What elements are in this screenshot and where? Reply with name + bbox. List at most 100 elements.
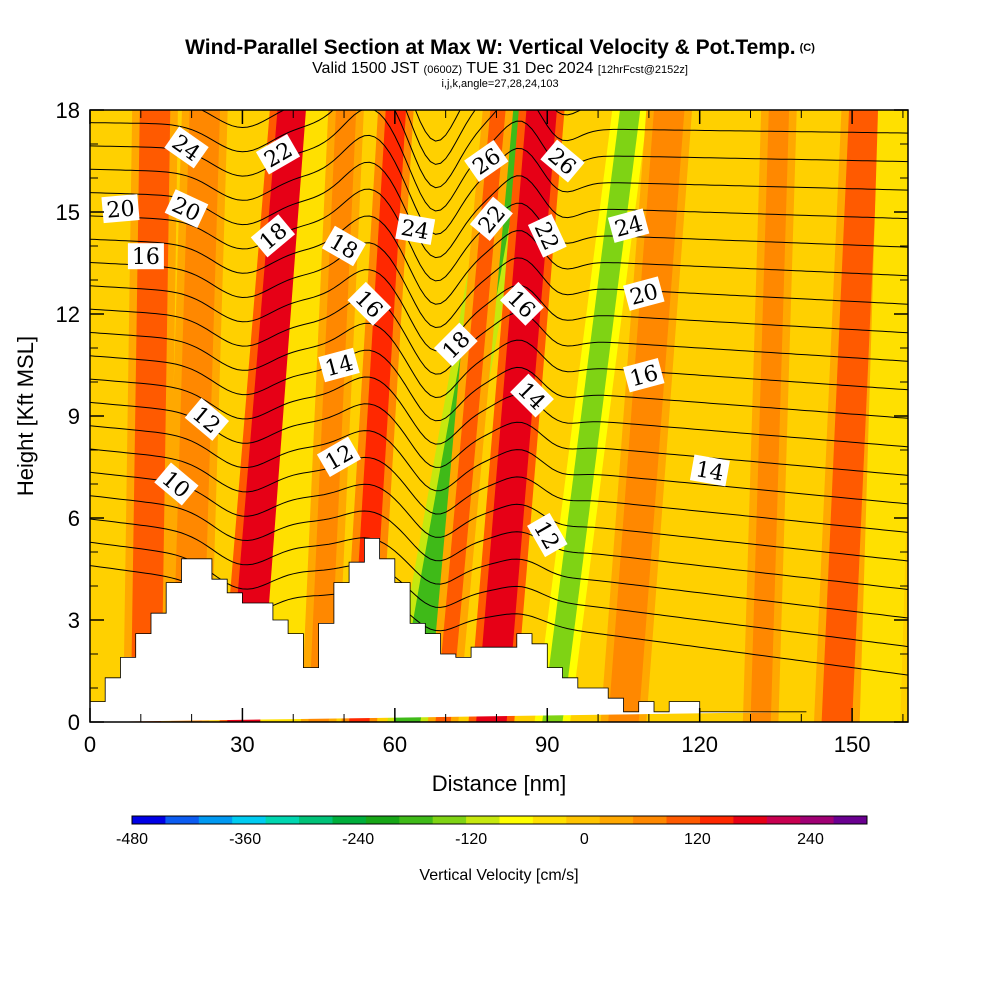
theta-contour-line	[90, 471, 908, 562]
colorbar-tick-label: 0	[580, 831, 589, 848]
contour-label-box	[184, 397, 230, 441]
colorbar-swatch	[766, 816, 801, 824]
contour-label-box	[321, 225, 367, 267]
colorbar-swatch	[299, 816, 333, 824]
colorbar-swatch	[733, 816, 768, 824]
velocity-band-core	[608, 110, 685, 722]
contour-label: 24	[607, 208, 650, 243]
colorbar-tick-label: -360	[229, 831, 261, 848]
contour-label-text: 20	[106, 196, 136, 223]
colorbar-swatch	[800, 816, 835, 824]
contour-label-box	[607, 208, 650, 243]
contour-label-box	[464, 140, 509, 182]
y-tick-label: 9	[68, 404, 80, 429]
colorbar-frame	[131, 815, 868, 825]
colorbar-tick-label: -120	[455, 831, 487, 848]
contour-label-box	[469, 196, 513, 241]
valid-prefix: Valid 1500 JST	[312, 60, 420, 77]
contour-label-box	[164, 126, 209, 169]
contour-label-box	[250, 214, 296, 258]
theta-contour-line	[90, 401, 908, 476]
theta-contour-line	[90, 110, 908, 189]
y-tick-label: 3	[68, 608, 80, 633]
theta-contour-line	[200, 110, 582, 165]
contour-label-box	[318, 347, 360, 383]
contour-label-box	[527, 213, 567, 258]
contour-label: 20	[101, 194, 140, 224]
colorbar-swatch	[499, 816, 534, 824]
axes: 0 30 60 90 120 150 0 3 6 9 12 15 18	[56, 98, 908, 757]
terrain-silhouette	[90, 538, 807, 722]
y-axis-title: Height [Kft MSL]	[13, 336, 38, 496]
colorbar-swatch	[432, 816, 467, 824]
x-axis-title: Distance [nm]	[432, 771, 567, 796]
colorbar-swatch	[232, 816, 267, 824]
velocity-band-core	[476, 110, 557, 722]
contour-label-box	[395, 213, 436, 245]
contour-label-box	[527, 512, 568, 558]
valid-date: TUE 31 Dec 2024	[466, 60, 594, 77]
theta-contour-line	[90, 322, 908, 399]
colorbar-swatch	[833, 816, 868, 824]
colorbar-swatch	[198, 816, 233, 824]
y-tick-label: 15	[56, 200, 80, 225]
y-tick-label: 12	[56, 302, 80, 327]
title-block: Wind-Parallel Section at Max W: Vertical…	[0, 36, 1000, 90]
contour-label-box	[510, 373, 554, 418]
x-tick-label: 150	[834, 732, 871, 757]
y-tick-label: 6	[68, 506, 80, 531]
theta-contour-line	[90, 518, 908, 619]
contour-label-box	[164, 189, 209, 228]
colorbar-swatch	[599, 816, 634, 824]
contour-label-box	[154, 462, 199, 506]
contour-label-box	[255, 133, 301, 175]
chart-title-units: (C)	[799, 42, 815, 54]
contour-label: 26	[540, 139, 585, 183]
theta-contour-line	[90, 495, 908, 590]
contour-label-box	[623, 276, 665, 311]
contour-label-box	[433, 322, 478, 367]
chart-title-main: Wind-Parallel Section at Max W: Vertical…	[185, 36, 796, 59]
colorbar-swatch	[265, 816, 300, 824]
colorbar-tick-label: -240	[342, 831, 374, 848]
colorbar-tick-label: 120	[684, 831, 711, 848]
x-tick-label: 60	[383, 732, 407, 757]
contour-label-box	[499, 281, 544, 326]
theta-contour-line	[90, 295, 908, 375]
theta-contour-line	[90, 110, 908, 212]
colorbar-swatch	[532, 816, 567, 824]
colorbar-tick-label: 240	[797, 831, 824, 848]
colorbar-swatch	[132, 816, 166, 824]
colorbar-swatch	[165, 816, 200, 824]
y-tick-label: 18	[56, 98, 80, 123]
theta-contour-line	[90, 425, 908, 505]
theta-contour-line	[90, 161, 908, 259]
contour-label-text: 16	[132, 245, 160, 270]
x-tick-label: 90	[535, 732, 559, 757]
theta-contour-line	[90, 448, 908, 533]
theta-contour-line	[90, 376, 908, 448]
velocity-band-core	[821, 110, 880, 722]
colorbar-swatch	[466, 816, 500, 824]
forecast-info: [12hrFcst@2152z]	[597, 64, 688, 76]
colorbar-tick-label: -480	[116, 831, 148, 848]
contour-label: 24	[395, 213, 436, 245]
theta-contour-line	[90, 242, 908, 329]
contour-label: 14	[689, 454, 730, 487]
contour-label-box	[623, 357, 665, 393]
colorbar: -480 -360 -240 -120 0 120 240	[116, 815, 868, 848]
velocity-band-core	[227, 110, 314, 722]
chart-meta: i,j,k,angle=27,28,24,103	[441, 78, 559, 90]
x-tick-label: 30	[230, 732, 254, 757]
chart-subtitle: Valid 1500 JST (0600Z) TUE 31 Dec 2024 […	[0, 60, 1000, 79]
velocity-band-core	[750, 110, 790, 722]
colorbar-swatch	[700, 816, 734, 824]
contour-label-text: 14	[694, 457, 726, 486]
contour-label-box	[347, 281, 392, 326]
contour-label-box	[540, 139, 585, 183]
x-tick-label: 120	[681, 732, 718, 757]
contour-label-box	[689, 454, 730, 487]
colorbar-swatch	[566, 816, 601, 824]
